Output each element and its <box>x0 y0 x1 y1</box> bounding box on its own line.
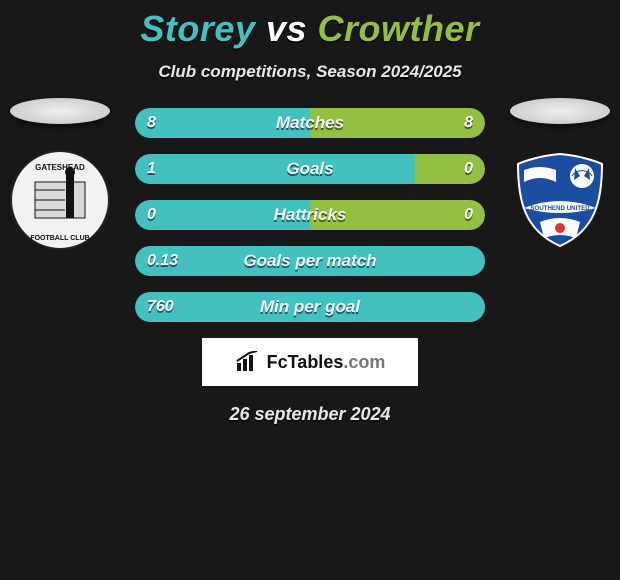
stat-value-right: 0 <box>464 154 473 184</box>
gateshead-crest-icon: GATESHEAD FOOTBALL CLUB <box>10 150 110 250</box>
subtitle: Club competitions, Season 2024/2025 <box>0 62 620 82</box>
team-left-crest: GATESHEAD FOOTBALL CLUB <box>10 150 110 250</box>
svg-text:SOUTHEND UNITED: SOUTHEND UNITED <box>530 205 590 212</box>
date-text: 26 september 2024 <box>0 404 620 425</box>
stat-row: Hattricks00 <box>135 200 485 230</box>
branding-text-main: FcTables <box>267 352 344 372</box>
player2-name: Crowther <box>318 8 480 49</box>
comparison-title: Storey vs Crowther <box>0 0 620 50</box>
stat-value-right: 0 <box>464 200 473 230</box>
stat-row: Goals per match0.13 <box>135 246 485 276</box>
stat-seg-left <box>135 292 485 322</box>
stat-bars: Matches88Goals10Hattricks00Goals per mat… <box>135 108 485 322</box>
stat-row: Matches88 <box>135 108 485 138</box>
stat-seg-right <box>310 200 485 230</box>
branding-text: FcTables.com <box>267 352 386 373</box>
branding-box[interactable]: FcTables.com <box>202 338 418 386</box>
stat-value-left: 760 <box>147 292 174 322</box>
branding-text-suffix: .com <box>343 352 385 372</box>
team-right-crest: SOUTHEND UNITED <box>510 150 610 250</box>
stat-seg-left <box>135 246 485 276</box>
player1-name: Storey <box>140 8 255 49</box>
stat-seg-left <box>135 108 310 138</box>
stat-seg-left <box>135 200 310 230</box>
stat-row: Goals10 <box>135 154 485 184</box>
svg-text:FOOTBALL CLUB: FOOTBALL CLUB <box>30 235 89 242</box>
stat-seg-right <box>310 108 485 138</box>
bar-chart-icon <box>235 351 261 373</box>
svg-text:GATESHEAD: GATESHEAD <box>35 163 85 172</box>
stat-value-left: 0 <box>147 200 156 230</box>
stat-row: Min per goal760 <box>135 292 485 322</box>
player1-silhouette <box>10 98 110 124</box>
stat-value-left: 1 <box>147 154 156 184</box>
stat-seg-left <box>135 154 415 184</box>
team-left-column: GATESHEAD FOOTBALL CLUB <box>0 98 120 250</box>
stat-value-left: 8 <box>147 108 156 138</box>
team-right-column: SOUTHEND UNITED <box>500 98 620 250</box>
stat-value-left: 0.13 <box>147 246 178 276</box>
player2-silhouette <box>510 98 610 124</box>
stat-seg-right <box>415 154 485 184</box>
stat-value-right: 8 <box>464 108 473 138</box>
southend-crest-icon: SOUTHEND UNITED <box>510 150 610 250</box>
vs-text: vs <box>266 8 307 49</box>
comparison-content: GATESHEAD FOOTBALL CLUB SOUTHEN <box>0 108 620 425</box>
